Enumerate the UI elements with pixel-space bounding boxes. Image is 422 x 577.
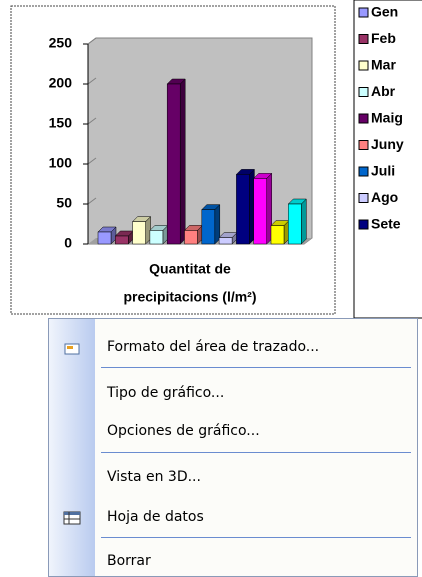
- menu-item[interactable]: Formato del área de trazado...: [107, 339, 320, 355]
- grid-line: [87, 37, 97, 45]
- legend-swatch: [358, 166, 369, 177]
- grid-line: [87, 117, 97, 125]
- y-tick-label: 150: [49, 115, 73, 131]
- y-tick-label: 250: [49, 35, 73, 51]
- bar: [97, 231, 112, 245]
- y-tick-label: 50: [56, 195, 72, 211]
- menu-item[interactable]: Hoja de datos: [107, 509, 204, 525]
- bar: [132, 221, 146, 245]
- menu-icon-strip: [49, 319, 95, 576]
- bar: [115, 235, 129, 245]
- category-label-line: Quantitat de: [149, 261, 231, 277]
- grid-line: [87, 77, 97, 85]
- menu-separator: [101, 367, 411, 368]
- legend-swatch: [358, 34, 369, 44]
- bar: [201, 209, 216, 245]
- context-menu: Formato del área de trazado... Tipo de g…: [48, 318, 418, 577]
- bar-side: [179, 78, 186, 245]
- grid-line: [87, 197, 97, 205]
- category-label-line: precipitacions (l/m²): [123, 289, 256, 305]
- bar: [149, 230, 164, 245]
- bar-side: [301, 198, 307, 245]
- legend-label: Feb: [371, 30, 396, 46]
- plot-wall: [87, 37, 313, 245]
- menu-item[interactable]: Vista en 3D...: [107, 469, 201, 485]
- bar: [253, 178, 267, 245]
- legend-label: Ago: [371, 189, 398, 205]
- menu-separator: [101, 452, 411, 453]
- legend-label: Maig: [371, 110, 403, 126]
- y-tick-label: 0: [64, 235, 72, 251]
- y-tick-label: 100: [49, 155, 73, 171]
- legend-swatch: [358, 113, 369, 124]
- menu-item[interactable]: Opciones de gráfico...: [107, 423, 260, 439]
- format-icon: [64, 343, 80, 355]
- bar: [288, 203, 302, 245]
- legend-label: Juny: [371, 136, 404, 152]
- legend-swatch: [358, 7, 369, 18]
- legend-swatch: [358, 140, 369, 150]
- menu-item[interactable]: Tipo de gráfico...: [107, 385, 225, 401]
- legend-label: Abr: [371, 83, 396, 99]
- y-tick-label: 200: [49, 75, 73, 91]
- legend-label: Mar: [371, 57, 396, 73]
- bar: [270, 225, 285, 245]
- legend-swatch: [358, 87, 369, 97]
- legend-swatch: [358, 193, 369, 203]
- grid-line: [87, 157, 97, 165]
- bar: [166, 83, 181, 245]
- legend-label: Gen: [371, 4, 398, 20]
- menu-separator: [101, 537, 411, 538]
- legend-box: [353, 0, 422, 319]
- legend-swatch: [358, 60, 369, 71]
- legend-label: Sete: [371, 216, 401, 232]
- legend-swatch: [358, 219, 369, 230]
- bar: [218, 237, 233, 245]
- bar: [236, 174, 250, 245]
- bar: [184, 230, 198, 245]
- menu-item[interactable]: Borrar: [107, 553, 151, 569]
- legend-label: Juli: [371, 163, 395, 179]
- datasheet-icon: [63, 511, 81, 525]
